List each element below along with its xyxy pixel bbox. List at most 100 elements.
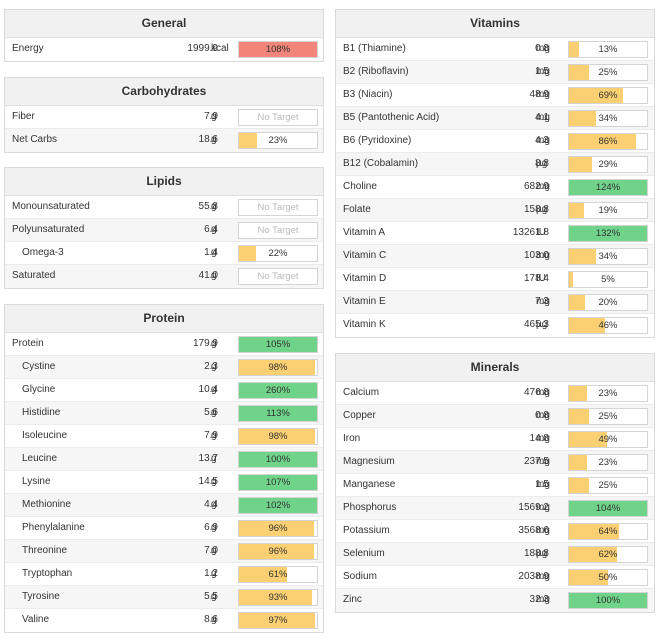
nutrient-amount: 32.3 (529, 594, 549, 605)
nutrient-unit: µg (536, 158, 548, 169)
nutrient-row-potassium[interactable]: Potassium 3568.6 mg 64% (336, 520, 654, 543)
nutrient-row-omega-3[interactable]: Omega-3 1.4 g 22% (5, 242, 323, 265)
nutrient-row-sodium[interactable]: Sodium 2038.9 mg 50% (336, 566, 654, 589)
target-progress-bar: 62% (568, 546, 648, 563)
target-progress-bar: 98% (238, 359, 318, 376)
nutrient-row-threonine[interactable]: Threonine 7.0 g 96% (5, 540, 323, 563)
nutrient-row-folate[interactable]: Folate 158.8 µg 19% (336, 199, 654, 222)
target-percent-label: 86% (598, 136, 618, 147)
target-progress-bar: 20% (568, 294, 648, 311)
nutrient-row-vitamin-a[interactable]: Vitamin A 13261.8 IU 132% (336, 222, 654, 245)
target-progress-bar: 97% (238, 612, 318, 629)
carbohydrates-panel-title: Carbohydrates (5, 78, 323, 106)
nutrient-row-b6-pyridoxine[interactable]: B6 (Pyridoxine) 4.3 mg 86% (336, 130, 654, 153)
nutrient-row-magnesium[interactable]: Magnesium 237.5 mg 23% (336, 451, 654, 474)
nutrient-row-b1-thiamine[interactable]: B1 (Thiamine) 0.8 mg 13% (336, 38, 654, 61)
carbohydrates-rows: Fiber 7.9 g No Target Net Carbs 18.6 g 23% (5, 106, 323, 152)
nutrient-row-zinc[interactable]: Zinc 32.3 mg 100% (336, 589, 654, 612)
nutrient-row-choline[interactable]: Choline 682.9 mg 124% (336, 176, 654, 199)
nutrient-row-phenylalanine[interactable]: Phenylalanine 6.9 g 96% (5, 517, 323, 540)
target-progress-bar: 25% (568, 477, 648, 494)
nutrient-row-lysine[interactable]: Lysine 14.5 g 107% (5, 471, 323, 494)
target-progress-bar: No Target (238, 222, 318, 239)
target-progress-bar: 132% (568, 225, 648, 242)
no-target-label: No Target (257, 112, 299, 123)
vitamins-panel-title: Vitamins (336, 10, 654, 38)
nutrient-row-tyrosine[interactable]: Tyrosine 5.5 g 93% (5, 586, 323, 609)
target-percent-label: 132% (595, 228, 621, 239)
nutrient-row-monounsaturated[interactable]: Monounsaturated 55.8 g No Target (5, 196, 323, 219)
nutrient-unit: µg (536, 548, 548, 559)
lipids-panel: Lipids Monounsaturated 55.8 g No Target Poly… (4, 167, 324, 289)
nutrient-row-vitamin-c[interactable]: Vitamin C 103.0 mg 34% (336, 245, 654, 268)
target-percent-label: 108% (265, 44, 291, 55)
nutrient-row-isoleucine[interactable]: Isoleucine 7.9 g 98% (5, 425, 323, 448)
nutrient-row-iron[interactable]: Iron 14.8 mg 49% (336, 428, 654, 451)
nutrient-row-b12-cobalamin[interactable]: B12 (Cobalamin) 8.8 µg 29% (336, 153, 654, 176)
target-progress-bar: No Target (238, 268, 318, 285)
no-target-label: No Target (257, 271, 299, 282)
nutrient-row-copper[interactable]: Copper 0.8 mg 25% (336, 405, 654, 428)
nutrient-unit: kcal (211, 43, 229, 54)
nutrient-row-methionine[interactable]: Methionine 4.4 g 102% (5, 494, 323, 517)
nutrient-row-manganese[interactable]: Manganese 1.5 mg 25% (336, 474, 654, 497)
nutrient-row-fiber[interactable]: Fiber 7.9 g No Target (5, 106, 323, 129)
nutrient-unit: mg (536, 66, 550, 77)
target-progress-bar: 104% (568, 500, 648, 517)
target-percent-label: 69% (598, 90, 618, 101)
nutrient-unit: mg (536, 135, 550, 146)
nutrient-unit: µg (536, 204, 548, 215)
nutrient-row-polyunsaturated[interactable]: Polyunsaturated 6.4 g No Target (5, 219, 323, 242)
nutrient-row-phosphorus[interactable]: Phosphorus 1569.2 mg 104% (336, 497, 654, 520)
nutrient-amount: 7.9 (204, 430, 218, 441)
nutrient-row-histidine[interactable]: Histidine 5.6 g 113% (5, 402, 323, 425)
nutrient-name: Folate (343, 204, 371, 215)
nutrient-unit: g (211, 384, 217, 395)
target-progress-bar: No Target (238, 199, 318, 216)
nutrient-row-b2-riboflavin[interactable]: B2 (Riboflavin) 1.5 mg 25% (336, 61, 654, 84)
nutrient-unit: mg (536, 479, 550, 490)
target-progress-bar: 23% (568, 385, 648, 402)
nutrient-amount: 1.5 (535, 66, 549, 77)
target-percent-label: 23% (268, 135, 288, 146)
nutrient-row-energy[interactable]: Energy 1999.9 kcal 108% (5, 38, 323, 61)
nutrient-row-glycine[interactable]: Glycine 10.4 g 260% (5, 379, 323, 402)
target-progress-fill (569, 203, 584, 218)
nutrient-name: B3 (Niacin) (343, 89, 393, 100)
nutrient-name: Copper (343, 410, 376, 421)
nutrient-amount: 8.6 (204, 614, 218, 625)
target-progress-bar: 100% (238, 451, 318, 468)
nutrient-row-b3-niacin[interactable]: B3 (Niacin) 48.9 mg 69% (336, 84, 654, 107)
target-progress-bar: 23% (238, 132, 318, 149)
nutrient-row-protein[interactable]: Protein 179.9 g 105% (5, 333, 323, 356)
target-progress-fill (239, 42, 317, 57)
nutrient-row-vitamin-d[interactable]: Vitamin D 178.4 IU 5% (336, 268, 654, 291)
target-progress-bar: 96% (238, 520, 318, 537)
target-percent-label: 34% (598, 113, 618, 124)
nutrient-name: Phosphorus (343, 502, 397, 513)
nutrient-row-net-carbs[interactable]: Net Carbs 18.6 g 23% (5, 129, 323, 152)
nutrient-row-calcium[interactable]: Calcium 476.8 mg 23% (336, 382, 654, 405)
nutrient-row-b5-pantothenic-acid[interactable]: B5 (Pantothenic Acid) 4.1 mg 34% (336, 107, 654, 130)
nutrient-amount: 4.3 (535, 135, 549, 146)
nutrient-amount: 188.8 (523, 548, 549, 559)
nutrient-row-leucine[interactable]: Leucine 13.7 g 100% (5, 448, 323, 471)
nutrient-unit: IU (536, 273, 546, 284)
nutrient-row-valine[interactable]: Valine 8.6 g 97% (5, 609, 323, 632)
nutrient-unit: g (211, 224, 217, 235)
nutrient-amount: 13.7 (198, 453, 218, 464)
nutrient-row-vitamin-k[interactable]: Vitamin K 465.3 µg 46% (336, 314, 654, 337)
target-progress-bar: 13% (568, 41, 648, 58)
target-progress-bar: 49% (568, 431, 648, 448)
nutrient-name: Vitamin C (343, 250, 387, 261)
nutrient-row-cystine[interactable]: Cystine 2.3 g 98% (5, 356, 323, 379)
nutrient-row-tryptophan[interactable]: Tryptophan 1.2 g 61% (5, 563, 323, 586)
nutrient-row-vitamin-e[interactable]: Vitamin E 7.3 mg 20% (336, 291, 654, 314)
nutrient-name: Zinc (343, 594, 362, 605)
nutrient-row-saturated[interactable]: Saturated 41.0 g No Target (5, 265, 323, 288)
target-progress-fill (569, 272, 573, 287)
nutrient-unit: g (211, 111, 217, 122)
nutrient-unit: g (211, 568, 217, 579)
nutrient-name: Tryptophan (22, 568, 73, 579)
nutrient-row-selenium[interactable]: Selenium 188.8 µg 62% (336, 543, 654, 566)
